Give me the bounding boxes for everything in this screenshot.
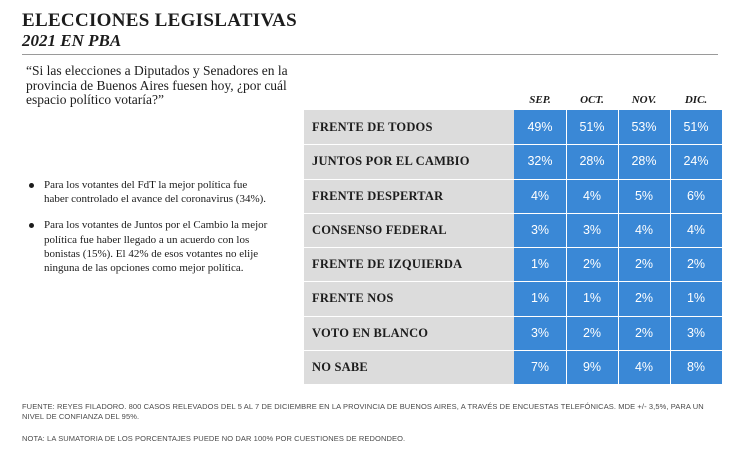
row-label-background [304,247,514,282]
vote-share-cell: 4% [634,222,654,237]
column-divider [670,110,671,384]
vote-share-cell: 2% [582,257,602,271]
row-divider [304,281,722,283]
row-divider [304,178,722,180]
column-header: DIC. [684,94,708,106]
vote-share-cell: 9% [582,359,602,374]
column-header: OCT. [580,94,604,106]
survey-question: “Si las elecciones a Diputados y Senador… [26,63,288,107]
vote-share-cell: 6% [686,188,706,203]
vote-share-cell: 4% [582,188,602,203]
row-label-background [304,144,514,179]
vote-share-cell: 51% [579,120,605,134]
rounding-footnote: NOTA: LA SUMATORIA DE LOS PORCENTAJES PU… [22,434,406,443]
vote-share-cell: 53% [631,120,657,134]
party-label: JUNTOS POR EL CAMBIO [312,154,470,169]
vote-share-cell: 2% [634,257,654,271]
party-label: FRENTE NOS [312,291,394,306]
notes-list: Para los votantes del FdT la mejor polít… [28,178,268,275]
vote-share-cell: 3% [530,222,550,237]
note-text: Para los votantes del FdT la mejor polít… [44,179,267,206]
source-footnote: FUENTE: REYES FILADORO. 800 CASOS RELEVA… [22,402,704,421]
vote-share-cell: 5% [634,188,654,203]
vote-share-cell: 32% [527,154,553,169]
vote-share-cell: 1% [530,257,550,271]
row-divider [304,315,722,317]
vote-share-cell: 4% [686,222,706,237]
party-label: FRENTE DE TODOS [312,120,433,134]
column-divider [618,110,619,384]
note-item: Para los votantes de Juntos por el Cambi… [28,218,268,275]
party-label: CONSENSO FEDERAL [312,222,447,237]
row-label-background [304,212,514,247]
vote-share-cell: 2% [686,257,706,271]
vote-share-cell: 4% [530,188,550,203]
vote-share-cell: 1% [530,291,550,306]
column-divider [566,110,567,384]
vote-share-cell: 3% [530,325,550,340]
vote-share-cell: 49% [527,120,553,134]
vote-share-cell: 1% [582,291,602,306]
column-header: SEP. [529,94,551,106]
vote-share-cell: 28% [579,154,605,169]
row-divider [304,212,722,214]
vote-share-cell: 1% [686,291,706,306]
page-title: ELECCIONES LEGISLATIVAS [22,10,297,31]
party-label: VOTO EN BLANCO [312,325,429,340]
note-item: Para los votantes del FdT la mejor polít… [28,178,268,206]
column-header: NOV. [631,94,657,106]
vote-share-cell: 7% [530,359,550,374]
vote-share-cell: 4% [634,359,654,374]
note-text: Para los votantes de Juntos por el Cambi… [44,219,268,275]
row-divider [304,144,722,146]
vote-share-cell: 51% [683,120,709,134]
row-label-background [304,281,514,316]
row-label-background [304,110,514,145]
party-label: FRENTE DE IZQUIERDA [312,257,463,271]
vote-share-cell: 2% [634,291,654,306]
party-label: NO SABE [312,359,368,374]
bullet-icon [29,183,34,188]
vote-share-cell: 28% [631,154,657,169]
vote-share-cell: 2% [634,325,654,340]
results-table: SEP. OCT. NOV. DIC. FRENTE DE TODOS 49% 51% 53%… [304,90,722,384]
page-subtitle: 2021 EN PBA [22,31,122,50]
vote-share-cell: 2% [582,325,602,340]
row-divider [304,247,722,248]
row-label-background [304,349,514,384]
bullet-icon [29,223,34,229]
row-label-background [304,315,514,350]
vote-share-cell: 8% [686,359,706,374]
vote-share-cell: 3% [686,325,706,340]
vote-share-cell: 24% [683,154,709,169]
party-label: FRENTE DESPERTAR [312,188,444,203]
row-divider [304,349,722,351]
header-divider [22,54,718,55]
vote-share-cell: 3% [582,222,602,237]
row-label-background [304,178,514,213]
